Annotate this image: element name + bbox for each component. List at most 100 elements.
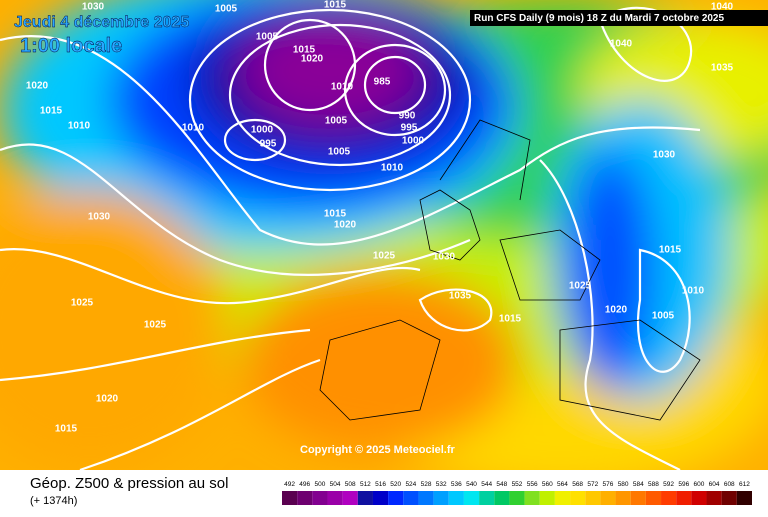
isobar-label: 1010 bbox=[331, 82, 354, 93]
colorbar-swatch bbox=[418, 491, 434, 505]
colorbar-label: 580 bbox=[618, 481, 629, 488]
isobar-label: 1020 bbox=[334, 220, 357, 231]
colorbar-label: 524 bbox=[405, 481, 416, 488]
colorbar-label: 504 bbox=[330, 481, 341, 488]
colorbar-swatch bbox=[312, 491, 328, 505]
isobar-label: 1010 bbox=[381, 163, 404, 174]
colorbar-swatch bbox=[600, 491, 616, 505]
colorbar-label: 540 bbox=[466, 481, 477, 488]
colorbar-label: 536 bbox=[451, 481, 462, 488]
colorbar-label: 560 bbox=[542, 481, 553, 488]
colorbar-swatch bbox=[297, 491, 313, 505]
colorbar-swatch bbox=[342, 491, 358, 505]
colorbar-swatch bbox=[630, 491, 646, 505]
isobar-label: 1020 bbox=[301, 54, 324, 65]
colorbar-swatch bbox=[433, 491, 449, 505]
isobar-label: 1005 bbox=[325, 116, 348, 127]
colorbar-swatch bbox=[479, 491, 495, 505]
isobar-label: 1005 bbox=[328, 147, 351, 158]
colorbar-label: 592 bbox=[663, 481, 674, 488]
colorbar-swatch bbox=[463, 491, 480, 505]
isobar-label: 990 bbox=[399, 111, 416, 122]
colorbar-swatch bbox=[554, 491, 571, 505]
isobar-labels: 1030 1005 1015 1040100510151020104010351020… bbox=[26, 0, 734, 435]
isobar-label: 1010 bbox=[682, 286, 705, 297]
colorbar-label: 576 bbox=[603, 481, 614, 488]
colorbar-label: 532 bbox=[436, 481, 447, 488]
colorbar-swatch bbox=[661, 491, 677, 505]
colorbar-label: 604 bbox=[709, 481, 720, 488]
colorbar-label: 584 bbox=[633, 481, 644, 488]
isobar-label: 1035 bbox=[449, 291, 472, 302]
colorbar-swatch bbox=[706, 491, 722, 505]
isobar-label: 1005 bbox=[256, 32, 279, 43]
isobar-label: 1040 bbox=[610, 39, 633, 50]
isobar-label: 1010 bbox=[68, 121, 91, 132]
isobar-label: 1015 bbox=[324, 0, 347, 11]
isobar-label: 1005 bbox=[652, 311, 675, 322]
isobar-label: 1015 bbox=[293, 45, 316, 56]
colorbar-swatch bbox=[448, 491, 464, 505]
colorbar-label: 544 bbox=[481, 481, 492, 488]
isobar-label: 1025 bbox=[569, 281, 592, 292]
isobar-label: 995 bbox=[401, 123, 418, 134]
isobar-label: 1035 bbox=[711, 63, 734, 74]
colorbar-label: 512 bbox=[360, 481, 371, 488]
colorbar-swatch bbox=[676, 491, 692, 505]
colorbar-swatch bbox=[372, 491, 389, 505]
isobar-label: 1015 bbox=[499, 314, 522, 325]
isobar-label: 1025 bbox=[373, 251, 396, 262]
copyright: Copyright © 2025 Meteociel.fr bbox=[300, 444, 456, 456]
isobar-label: 1020 bbox=[605, 305, 628, 316]
isobar-label: 1020 bbox=[96, 394, 119, 405]
colorbar-label: 508 bbox=[345, 481, 356, 488]
colorbar-swatch bbox=[388, 491, 404, 505]
isobar-label: 1005 bbox=[215, 4, 238, 15]
colorbar-swatch bbox=[327, 491, 343, 505]
isobar-label: 1010 bbox=[182, 123, 205, 134]
isobar-label: 1015 bbox=[40, 106, 63, 117]
isobar-label: 1030 bbox=[82, 2, 105, 13]
colorbar-swatch bbox=[570, 491, 586, 505]
run-info: Run CFS Daily (9 mois) 18 Z du Mardi 7 o… bbox=[474, 13, 724, 24]
time: 1:00 locale bbox=[20, 35, 122, 57]
colorbar-label: 496 bbox=[299, 481, 310, 488]
colorbar-swatch bbox=[509, 491, 525, 505]
colorbar-swatch bbox=[282, 491, 298, 505]
isobar-label: 1030 bbox=[433, 252, 456, 263]
colorbar-label: 564 bbox=[557, 481, 568, 488]
colorbar-label: 548 bbox=[496, 481, 507, 488]
isobar-label: 1025 bbox=[71, 298, 94, 309]
run-banner bbox=[470, 10, 768, 26]
colorbar-swatch bbox=[539, 491, 555, 505]
colorbar-swatch bbox=[494, 491, 510, 505]
footer-title: Géop. Z500 & pression au sol bbox=[30, 475, 228, 492]
isobar-label: 995 bbox=[260, 139, 277, 150]
colorbar-label: 600 bbox=[694, 481, 705, 488]
isobar-label: 1020 bbox=[26, 81, 49, 92]
isobar-label: 1015 bbox=[55, 424, 78, 435]
colorbar-label: 596 bbox=[678, 481, 689, 488]
colorbar-swatch bbox=[357, 491, 373, 505]
colorbar-swatch bbox=[585, 491, 601, 505]
colorbar-label: 552 bbox=[512, 481, 523, 488]
colorbar-label: 528 bbox=[421, 481, 432, 488]
colorbar-swatch bbox=[736, 491, 752, 505]
colorbar-swatch bbox=[524, 491, 540, 505]
colorbar-label: 608 bbox=[724, 481, 735, 488]
isobar-label: 1040 bbox=[711, 2, 734, 13]
colorbar-label: 492 bbox=[284, 481, 295, 488]
isobar-label: 985 bbox=[374, 77, 391, 88]
isobar-label: 1000 bbox=[251, 125, 274, 136]
footer-lead: (+ 1374h) bbox=[30, 495, 77, 507]
map-field bbox=[0, 0, 768, 490]
isobar-label: 1030 bbox=[88, 212, 111, 223]
isobar-label: 1015 bbox=[324, 209, 347, 220]
isobar-label: 1030 bbox=[653, 150, 676, 161]
colorbar-label: 572 bbox=[587, 481, 598, 488]
colorbar-swatch bbox=[403, 491, 419, 505]
colorbar-swatch bbox=[645, 491, 662, 505]
isobar-label: 1015 bbox=[659, 245, 682, 256]
isobar-label: 1000 bbox=[402, 136, 425, 147]
